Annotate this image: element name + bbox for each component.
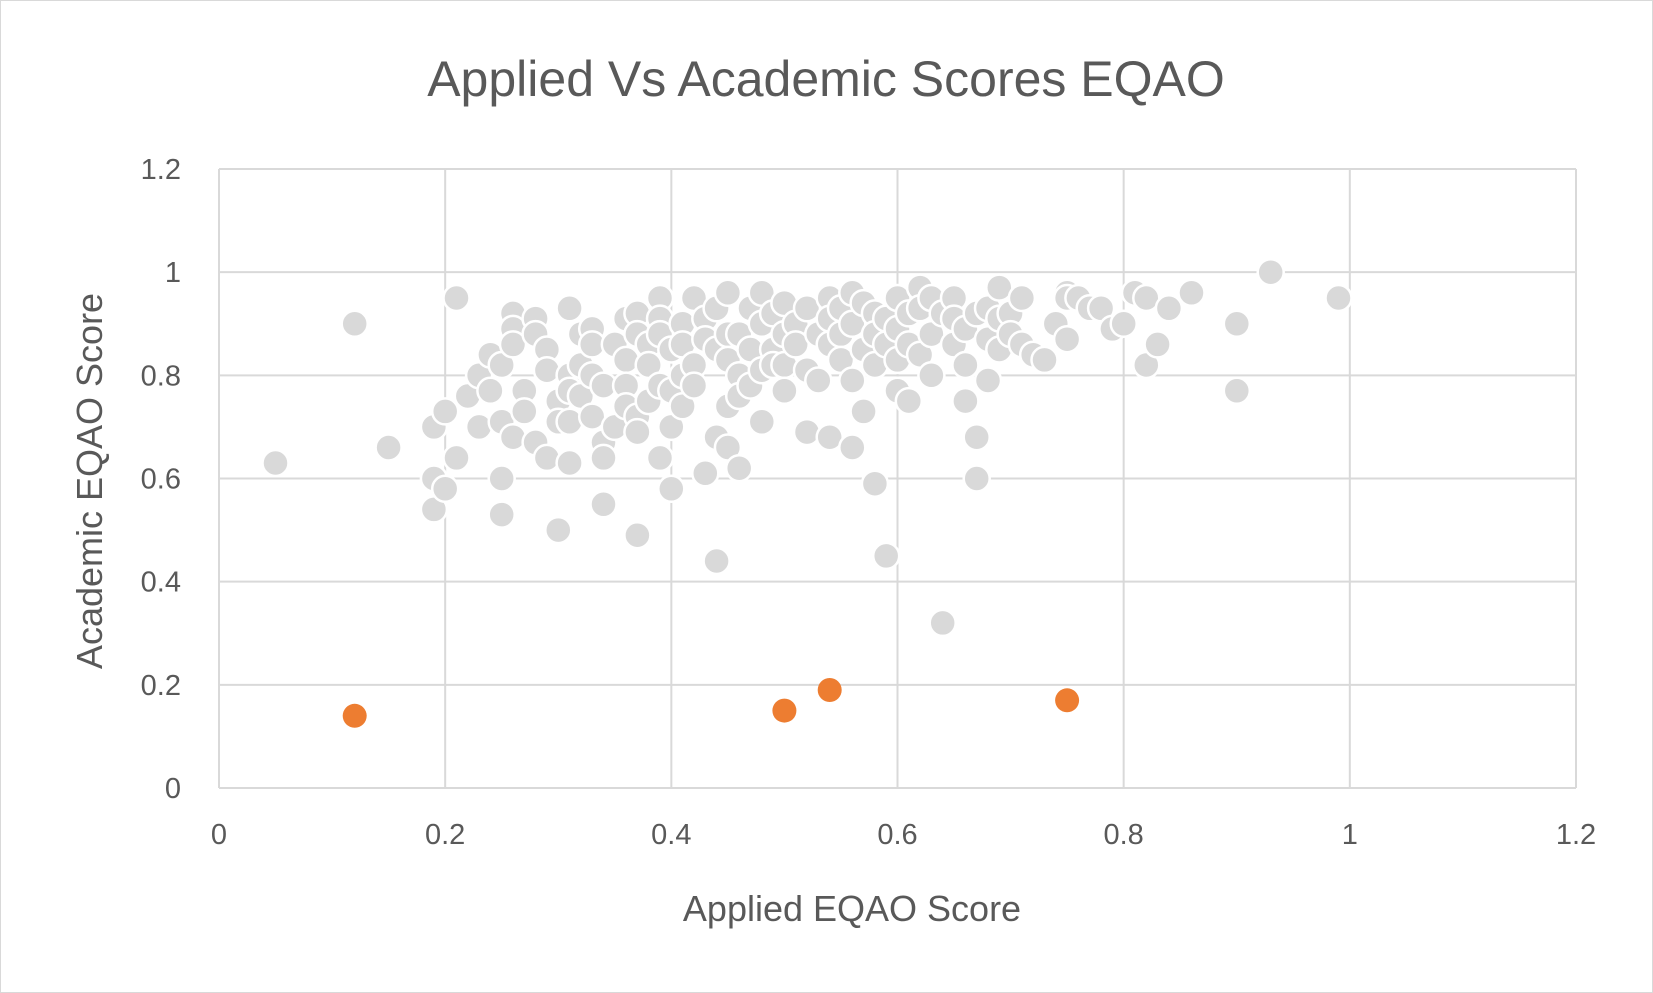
tick-labels: 0 0.2 0.4 0.6 0.8 1 1.2 0 0.2 0.4 0.6 0.8 1 1.2 (141, 154, 1596, 851)
data-point (1154, 294, 1184, 323)
data-point (589, 443, 618, 473)
gridlines (218, 168, 1577, 789)
data-point (917, 361, 946, 390)
y-tick-label: 1.2 (141, 154, 181, 186)
y-tick-label: 0 (165, 773, 181, 805)
data-point (838, 433, 867, 462)
data-point (691, 459, 720, 488)
data-point (770, 376, 799, 406)
data-point (487, 464, 516, 493)
data-point (849, 397, 878, 426)
data-point (951, 386, 980, 416)
highlight-point (1055, 688, 1080, 713)
x-tick-label: 1.2 (1556, 819, 1596, 851)
data-point (871, 541, 901, 571)
data-point (555, 448, 584, 478)
data-point (928, 608, 957, 638)
data-points (261, 257, 1353, 728)
y-tick-label: 0.2 (141, 670, 181, 702)
data-point (1143, 330, 1172, 359)
data-point (623, 520, 652, 550)
data-point (679, 371, 709, 400)
data-point (510, 397, 539, 426)
data-point (430, 397, 460, 426)
data-point (962, 464, 991, 493)
data-point (951, 350, 980, 380)
data-point (804, 366, 833, 395)
x-tick-label: 1 (1342, 819, 1358, 851)
data-point (589, 490, 618, 519)
data-point (973, 366, 1003, 395)
x-tick-label: 0.4 (651, 819, 691, 851)
highlight-point (772, 698, 797, 723)
data-point (623, 417, 652, 447)
data-point (747, 407, 777, 437)
highlight-point (817, 678, 842, 702)
x-tick-label: 0.6 (877, 819, 917, 851)
data-point (1052, 324, 1082, 354)
x-axis-title: Applied EQAO Score (683, 888, 1021, 929)
data-point (1324, 283, 1353, 313)
data-point (1109, 309, 1138, 339)
data-point (1177, 278, 1206, 308)
data-point (962, 422, 991, 452)
y-axis-title: Academic EQAO Score (69, 293, 110, 669)
data-point (713, 278, 743, 308)
data-point (340, 309, 369, 339)
y-tick-label: 0.8 (141, 360, 181, 392)
data-point (430, 474, 460, 504)
x-tick-label: 0.2 (425, 819, 465, 851)
data-point (487, 500, 516, 529)
data-point (1222, 376, 1252, 406)
data-point (1030, 345, 1059, 375)
data-point (838, 366, 867, 395)
data-point (442, 443, 471, 473)
y-tick-label: 1 (165, 257, 181, 289)
data-point (657, 474, 686, 504)
data-point (442, 283, 471, 313)
data-point (1222, 309, 1252, 339)
data-point (860, 469, 890, 498)
data-point (724, 453, 754, 483)
data-point (1256, 257, 1285, 287)
y-tick-label: 0.4 (141, 567, 181, 599)
data-point (544, 515, 573, 545)
data-point (645, 443, 675, 473)
data-point (374, 433, 403, 462)
x-tick-label: 0 (211, 819, 227, 851)
data-point (1007, 283, 1037, 313)
highlight-point (342, 703, 367, 728)
data-point (555, 294, 584, 323)
x-tick-label: 0.8 (1104, 819, 1144, 851)
data-point (261, 448, 290, 478)
data-point (476, 376, 505, 406)
chart-title: Applied Vs Academic Scores EQAO (427, 51, 1225, 107)
y-tick-label: 0.6 (141, 464, 181, 496)
data-point (702, 546, 731, 576)
data-point (894, 386, 924, 416)
